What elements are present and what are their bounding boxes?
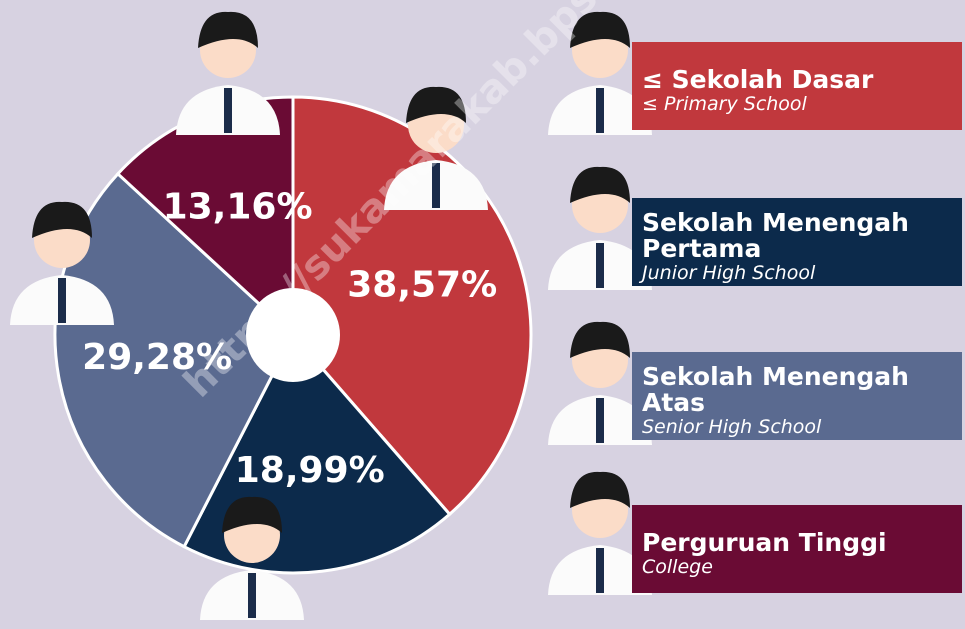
value-label: 38,57%: [347, 265, 497, 306]
legend-subtitle: Senior High School: [642, 416, 822, 438]
avatar-hair: [32, 201, 92, 238]
value-label: 29,28%: [82, 337, 232, 378]
legend-title: ≤ Sekolah Dasar: [642, 65, 874, 94]
value-label: 13,16%: [163, 187, 313, 228]
donut-hole: [246, 288, 340, 382]
avatar-hair: [406, 86, 466, 123]
avatar-hair: [222, 496, 282, 533]
avatar-hair: [570, 471, 630, 508]
avatar-tie: [596, 88, 604, 133]
avatar-tie: [596, 398, 604, 443]
avatar-tie: [248, 573, 256, 618]
legend-item: ≤ Sekolah Dasar ≤ Primary School: [632, 42, 962, 130]
avatar-hair: [570, 321, 630, 358]
legend-title: Sekolah Menengah Atas: [642, 362, 909, 417]
avatar-hair: [570, 11, 630, 48]
legend-title: Perguruan Tinggi: [642, 528, 887, 557]
legend-subtitle: College: [642, 556, 713, 578]
avatar-tie: [432, 163, 440, 208]
avatars: [10, 11, 652, 620]
legend-item: Sekolah Menengah Pertama Junior High Scho…: [632, 198, 962, 286]
avatar-hair: [198, 11, 258, 48]
legend-subtitle: Junior High School: [642, 262, 816, 284]
avatar-tie: [596, 548, 604, 593]
avatar-tie: [596, 243, 604, 288]
value-label: 18,99%: [235, 450, 385, 491]
avatar-tie: [58, 278, 66, 323]
legend-item: Sekolah Menengah Atas Senior High School: [632, 352, 962, 440]
legend-subtitle: ≤ Primary School: [642, 93, 807, 115]
legend-item: Perguruan Tinggi College: [632, 505, 962, 593]
avatar-hair: [570, 166, 630, 203]
avatar-tie: [224, 88, 232, 133]
legend-title: Sekolah Menengah Pertama: [642, 208, 909, 263]
